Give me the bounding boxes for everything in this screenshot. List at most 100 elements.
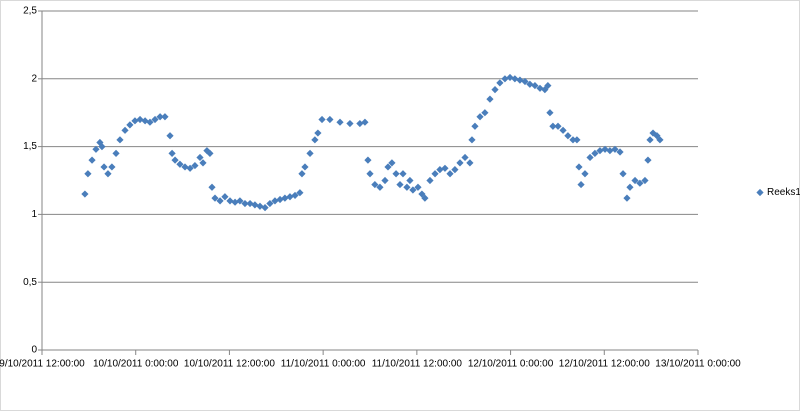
data-point: [406, 176, 414, 185]
data-point: [306, 149, 314, 157]
data-point: [577, 180, 585, 189]
data-point: [414, 183, 422, 191]
data-point: [171, 156, 179, 164]
data-point: [161, 113, 169, 121]
data-point: [261, 204, 269, 212]
data-point: [506, 73, 514, 82]
data-point: [388, 159, 396, 167]
data-point: [216, 197, 224, 205]
data-point: [136, 115, 144, 124]
data-point: [644, 156, 652, 164]
data-point: [623, 194, 631, 202]
data-point: [471, 122, 479, 130]
data-point: [376, 183, 384, 191]
x-tick-label: 10/10/2011 0:00:00: [93, 359, 179, 370]
data-point: [541, 86, 549, 94]
data-point: [381, 176, 389, 185]
data-point: [431, 170, 439, 178]
data-point: [311, 136, 319, 144]
data-point: [241, 199, 249, 208]
y-tick-label: 1,5: [23, 141, 37, 152]
data-point: [384, 163, 392, 171]
data-point: [531, 81, 539, 90]
y-tick-label: 2,5: [23, 6, 37, 17]
data-point: [456, 159, 464, 167]
data-point: [296, 189, 304, 197]
x-tick-label: 12/10/2011 12:00:00: [559, 359, 650, 370]
legend-marker: [756, 188, 764, 197]
data-point: [486, 95, 494, 103]
data-point: [126, 121, 134, 129]
y-tick-label: 1: [31, 209, 37, 220]
data-point: [361, 118, 369, 126]
data-point: [544, 81, 552, 90]
data-point: [481, 109, 489, 117]
data-point: [549, 122, 557, 130]
data-point: [573, 136, 581, 144]
data-point: [221, 193, 229, 201]
data-point: [92, 145, 100, 153]
data-point: [631, 176, 639, 185]
data-point: [461, 153, 469, 162]
data-point: [575, 163, 583, 171]
data-point: [653, 132, 661, 140]
data-point: [371, 180, 379, 189]
data-point: [364, 156, 372, 164]
data-point: [564, 132, 572, 140]
x-tick-label: 11/10/2011 0:00:00: [281, 359, 366, 370]
data-point: [399, 170, 407, 178]
data-point: [271, 197, 279, 205]
data-point: [318, 115, 326, 124]
data-point: [196, 153, 204, 162]
data-point: [226, 197, 234, 205]
data-point: [581, 170, 589, 178]
data-point: [554, 122, 562, 130]
data-point: [336, 118, 344, 126]
data-point: [426, 176, 434, 185]
data-point: [104, 170, 112, 178]
data-point: [526, 80, 534, 88]
data-point: [559, 126, 567, 134]
data-point: [314, 129, 322, 137]
data-point: [326, 115, 334, 124]
data-point: [626, 183, 634, 191]
data-point: [298, 170, 306, 178]
data-point: [436, 166, 444, 174]
data-point: [409, 186, 417, 194]
data-point: [208, 183, 216, 191]
legend-label: Reeks1: [767, 187, 800, 198]
data-point: [156, 113, 164, 121]
data-point: [586, 153, 594, 162]
data-point: [491, 86, 499, 94]
data-point: [291, 191, 299, 200]
data-point: [112, 149, 120, 157]
data-point: [88, 156, 96, 164]
data-point: [611, 145, 619, 153]
data-point: [81, 190, 89, 198]
data-point: [84, 170, 92, 178]
data-point: [100, 163, 108, 171]
data-point: [516, 76, 524, 84]
data-point: [191, 161, 199, 170]
data-point: [569, 136, 577, 144]
x-tick-label: 13/10/2011 0:00:00: [655, 359, 741, 370]
data-point: [121, 126, 129, 134]
data-point: [108, 163, 116, 171]
data-point: [131, 117, 139, 125]
data-point: [166, 132, 174, 140]
data-point: [451, 166, 459, 174]
data-point: [441, 164, 449, 172]
data-point: [591, 149, 599, 157]
data-point: [146, 118, 154, 126]
x-tick-label: 10/10/2011 12:00:00: [184, 359, 275, 370]
data-point: [286, 193, 294, 201]
data-point: [546, 109, 554, 117]
data-point: [392, 170, 400, 178]
data-point: [468, 136, 476, 144]
data-point: [199, 159, 207, 167]
data-point: [301, 163, 309, 171]
data-point: [256, 202, 264, 210]
